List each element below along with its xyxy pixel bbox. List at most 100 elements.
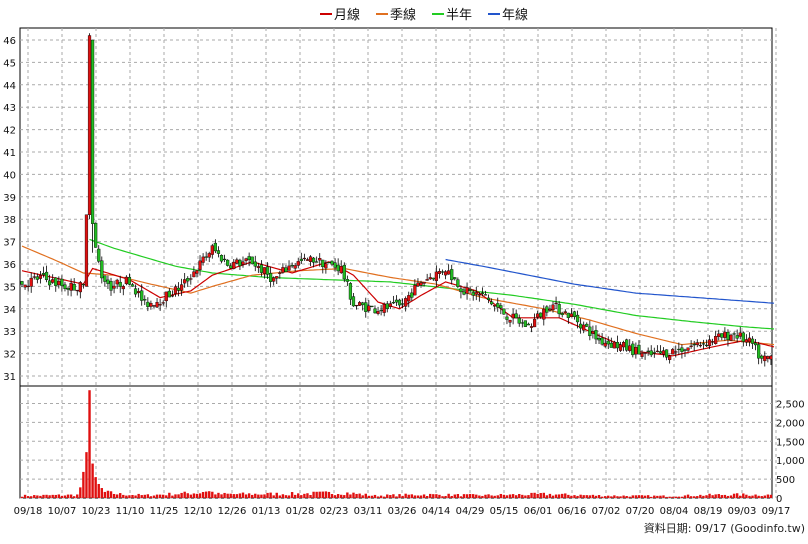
volume-bar bbox=[650, 496, 653, 498]
candle-down bbox=[213, 242, 217, 252]
volume-bar bbox=[432, 494, 435, 498]
volume-bar bbox=[174, 494, 177, 498]
candle-up bbox=[668, 355, 672, 360]
date-tick-label: 10/07 bbox=[48, 506, 77, 517]
candle-down bbox=[250, 256, 254, 265]
volume-bar bbox=[76, 494, 79, 498]
volume-bar bbox=[281, 494, 285, 498]
price-tick-label: 46 bbox=[3, 36, 16, 47]
volume-bar bbox=[640, 495, 644, 498]
candle-down bbox=[63, 284, 67, 289]
volume-bar bbox=[382, 496, 386, 498]
candle-up bbox=[149, 303, 153, 307]
volume-bar bbox=[171, 495, 174, 498]
volume-bar bbox=[69, 494, 73, 498]
volume-bar bbox=[343, 495, 346, 498]
volume-bar bbox=[330, 494, 334, 498]
candle-down bbox=[585, 323, 589, 327]
candle-down bbox=[594, 330, 598, 340]
candle-down bbox=[333, 262, 337, 268]
volume-bar bbox=[238, 493, 242, 498]
candle-up bbox=[655, 350, 659, 352]
candle-up bbox=[628, 345, 632, 351]
candle-up bbox=[137, 291, 141, 294]
candle-up bbox=[404, 298, 408, 307]
candle-up bbox=[425, 279, 429, 281]
plot-frame bbox=[19, 27, 773, 499]
candle-down bbox=[606, 340, 610, 345]
candle-down bbox=[468, 289, 472, 291]
volume-bar bbox=[300, 495, 303, 498]
candle-down bbox=[732, 333, 736, 335]
candle-up bbox=[686, 347, 690, 351]
candle-up bbox=[115, 279, 119, 285]
candle-down bbox=[646, 350, 650, 352]
volume-bar bbox=[229, 493, 232, 498]
volume-bar bbox=[419, 495, 423, 498]
volume-bar bbox=[376, 496, 380, 498]
candle-down bbox=[35, 276, 39, 280]
candle-down bbox=[456, 279, 460, 287]
candle-up bbox=[763, 355, 767, 362]
candle-up bbox=[189, 278, 193, 280]
volume-axis: 0 500 1,000 1,500 2,000 2,500 bbox=[776, 399, 805, 505]
candle-up bbox=[192, 271, 196, 278]
candle-down bbox=[222, 258, 227, 261]
volume-bar bbox=[459, 496, 463, 498]
volume-bar bbox=[220, 494, 223, 498]
date-tick-label: 06/01 bbox=[524, 506, 553, 517]
volume-bar bbox=[521, 494, 524, 498]
volume-bar bbox=[429, 493, 432, 498]
volume-bar bbox=[508, 494, 512, 498]
volume-bar bbox=[333, 495, 337, 498]
volume-bar bbox=[395, 496, 398, 498]
volume-bar bbox=[125, 495, 128, 498]
date-tick-label: 05/15 bbox=[490, 506, 519, 517]
volume-bar bbox=[625, 495, 628, 498]
volume-bar bbox=[582, 495, 585, 498]
candle-down bbox=[514, 313, 518, 319]
candle-down bbox=[502, 308, 506, 315]
candle-up bbox=[272, 277, 276, 282]
candle-up bbox=[23, 284, 27, 288]
candle-down bbox=[520, 322, 524, 324]
candle-down bbox=[579, 323, 583, 329]
volume-bar bbox=[696, 496, 699, 498]
volume-bar bbox=[610, 496, 613, 498]
volume-bar bbox=[247, 493, 251, 498]
candle-up bbox=[511, 313, 515, 319]
volume-bar bbox=[705, 495, 708, 498]
candle-down bbox=[81, 284, 85, 286]
candle-up bbox=[121, 286, 125, 290]
volume-bar bbox=[754, 494, 757, 498]
volume-bar bbox=[714, 494, 717, 498]
candle-down bbox=[499, 305, 503, 309]
candle-up bbox=[305, 259, 310, 261]
price-tick-label: 33 bbox=[3, 327, 16, 338]
candle-up bbox=[324, 263, 328, 269]
volume-bar bbox=[140, 495, 143, 498]
candle-down bbox=[453, 277, 457, 280]
volume-bar bbox=[573, 495, 576, 498]
legend-label: 月線 bbox=[334, 7, 360, 23]
volume-bar bbox=[404, 493, 407, 498]
candle-down bbox=[597, 338, 601, 341]
price-tick-label: 32 bbox=[3, 350, 16, 361]
candle-down bbox=[760, 355, 764, 359]
volume-bar bbox=[631, 495, 635, 498]
volume-bar bbox=[152, 495, 156, 498]
volume-bar bbox=[223, 492, 226, 498]
candle-down bbox=[284, 267, 288, 273]
volume-bar bbox=[674, 496, 677, 498]
candle-down bbox=[526, 323, 531, 326]
candle-down bbox=[753, 342, 758, 346]
volume-bar bbox=[745, 494, 748, 498]
volume-bar bbox=[720, 495, 724, 498]
volume-bar bbox=[201, 492, 205, 498]
volume-bar bbox=[539, 493, 542, 498]
candle-down bbox=[440, 271, 445, 273]
volume-bar bbox=[465, 494, 469, 498]
volume-bar bbox=[367, 495, 371, 498]
price-tick-label: 44 bbox=[3, 81, 16, 92]
